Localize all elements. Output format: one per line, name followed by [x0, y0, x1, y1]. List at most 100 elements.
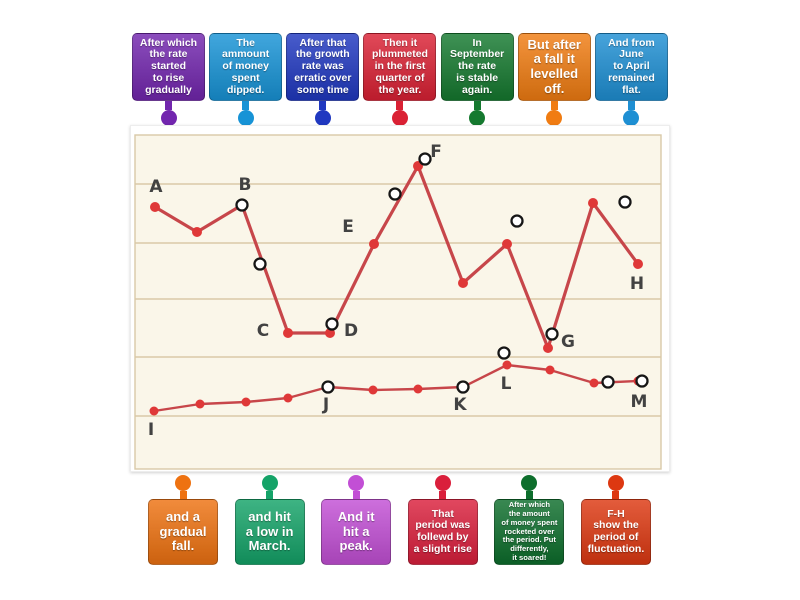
answer-spot[interactable] — [497, 346, 511, 360]
chart-card: A B C D E F G H I J K L M — [130, 125, 670, 472]
pin-stem — [612, 491, 620, 499]
label-bubble[interactable]: F-H show the period of fluctuation. — [580, 499, 651, 565]
pin-circle — [160, 110, 177, 126]
answer-spot[interactable] — [321, 380, 335, 394]
label-text: The ammount of money spent dipped. — [222, 36, 270, 96]
point-letter-C: C — [257, 321, 269, 341]
pin-stem — [627, 101, 635, 110]
label-text: And from June to April remained flat. — [608, 36, 655, 96]
answer-spot[interactable] — [545, 327, 559, 341]
data-point-dot — [633, 259, 643, 269]
bottom-label-card-6[interactable]: F-H show the period of fluctuation. — [580, 475, 651, 565]
line-chart: A B C D E F G H I J K L M — [134, 134, 662, 470]
pin-circle — [348, 475, 365, 491]
label-text: Then it plummeted in the first quarter o… — [371, 36, 428, 96]
label-bubble[interactable]: And it hit a peak. — [321, 499, 392, 565]
pin-stem — [165, 101, 172, 110]
point-letter-K: K — [453, 395, 467, 415]
answer-spot[interactable] — [388, 187, 402, 201]
answer-spot[interactable] — [635, 374, 649, 388]
answer-spot[interactable] — [325, 317, 339, 331]
top-labels-row: After which the rate started to rise gra… — [132, 33, 668, 126]
pin-circle — [546, 110, 563, 126]
data-point-dot — [543, 343, 553, 353]
label-text: And it hit a peak. — [337, 509, 375, 554]
data-point-dot — [502, 360, 512, 370]
label-text: F-H show the period of fluctuation. — [587, 507, 645, 555]
point-letter-B: B — [239, 175, 252, 195]
bottom-label-card-2[interactable]: and hit a low in March. — [234, 475, 305, 565]
label-bubble[interactable]: That period was follewd by a slight rise — [407, 499, 478, 565]
pin-circle — [391, 110, 408, 126]
top-label-card-5[interactable]: In September the rate is stable again. — [440, 33, 514, 126]
label-text: After which the rate started to rise gra… — [139, 36, 198, 96]
data-point-dot — [502, 239, 512, 249]
bottom-label-card-3[interactable]: And it hit a peak. — [321, 475, 392, 565]
label-text: But after a fall it levelled off. — [527, 36, 581, 96]
point-letter-G: G — [561, 332, 575, 352]
data-point-dot — [458, 278, 468, 288]
pin-circle — [469, 110, 486, 126]
label-bubble[interactable]: and a gradual fall. — [148, 499, 218, 565]
label-bubble[interactable]: After which the amount of money spent ro… — [494, 499, 565, 565]
data-point-dot — [150, 202, 160, 212]
bottom-label-card-4[interactable]: That period was follewd by a slight rise — [407, 475, 478, 565]
upper-series-line — [153, 164, 640, 350]
label-text: In September the rate is stable again. — [449, 36, 505, 96]
data-point-dot — [369, 239, 379, 249]
data-point-dot — [545, 365, 555, 375]
point-letter-H: H — [630, 274, 644, 294]
answer-spot[interactable] — [510, 214, 524, 228]
label-bubble[interactable]: After which the rate started to rise gra… — [132, 33, 205, 101]
top-label-card-1[interactable]: After which the rate started to rise gra… — [132, 33, 205, 126]
point-letter-E: E — [342, 217, 354, 237]
pin-circle — [237, 110, 254, 126]
label-text: and hit a low in March. — [245, 509, 294, 554]
pin-stem — [550, 101, 558, 110]
pin-stem — [473, 101, 481, 110]
label-bubble[interactable]: But after a fall it levelled off. — [517, 33, 591, 101]
top-label-card-2[interactable]: The ammount of money spent dipped. — [209, 33, 283, 126]
answer-spot[interactable] — [456, 380, 470, 394]
pin-stem — [266, 491, 274, 499]
answer-spot[interactable] — [253, 257, 267, 271]
label-bubble[interactable]: In September the rate is stable again. — [440, 33, 514, 101]
label-bubble[interactable]: and hit a low in March. — [234, 499, 305, 565]
answer-spot[interactable] — [618, 195, 632, 209]
data-point-dot — [589, 378, 599, 388]
label-bubble[interactable]: And from June to April remained flat. — [594, 33, 668, 101]
data-point-dot — [149, 406, 159, 416]
lower-series-line — [152, 363, 640, 413]
bottom-label-card-5[interactable]: After which the amount of money spent ro… — [494, 475, 565, 565]
pin-stem — [439, 491, 447, 499]
top-label-card-6[interactable]: But after a fall it levelled off. — [517, 33, 591, 126]
pin-circle — [623, 110, 640, 126]
label-bubble[interactable]: The ammount of money spent dipped. — [209, 33, 283, 101]
answer-spot[interactable] — [235, 198, 249, 212]
pin-circle — [607, 475, 624, 491]
bottom-label-card-1[interactable]: and a gradual fall. — [148, 475, 218, 565]
top-label-card-4[interactable]: Then it plummeted in the first quarter o… — [363, 33, 437, 126]
pin-stem — [319, 101, 327, 110]
top-label-card-3[interactable]: After that the growth rate was erratic o… — [286, 33, 360, 126]
point-letter-J: J — [322, 395, 329, 415]
point-letter-D: D — [344, 321, 358, 341]
pin-circle — [175, 475, 191, 491]
answer-spot[interactable] — [601, 375, 615, 389]
point-letter-L: L — [501, 374, 512, 394]
data-point-dot — [368, 385, 378, 395]
label-text: That period was follewd by a slight rise — [413, 507, 472, 555]
data-point-dot — [241, 397, 251, 407]
data-point-dot — [195, 399, 205, 409]
label-bubble[interactable]: After that the growth rate was erratic o… — [286, 33, 360, 101]
answer-spot[interactable] — [418, 152, 432, 166]
point-letter-F: F — [430, 142, 442, 162]
data-point-dot — [588, 198, 598, 208]
pin-stem — [242, 101, 250, 110]
top-label-card-7[interactable]: And from June to April remained flat. — [594, 33, 668, 126]
label-text: After which the amount of money spent ro… — [501, 499, 558, 563]
pin-circle — [314, 110, 331, 126]
data-point-dot — [283, 393, 293, 403]
data-point-dot — [283, 328, 293, 338]
label-bubble[interactable]: Then it plummeted in the first quarter o… — [363, 33, 437, 101]
